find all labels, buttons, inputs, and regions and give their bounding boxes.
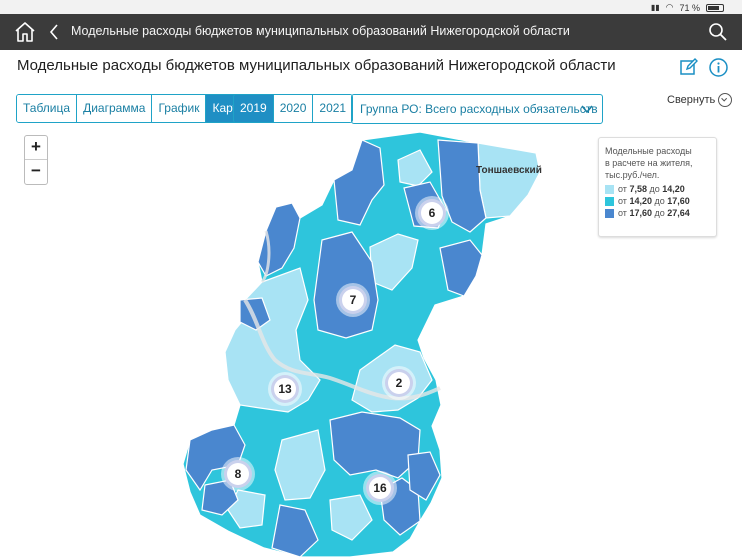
cluster-marker[interactable]: 7 <box>339 286 367 314</box>
back-icon[interactable] <box>48 23 60 41</box>
map-legend: Модельные расходы в расчете на жителя, т… <box>598 137 717 237</box>
zoom-in-button[interactable]: + <box>25 136 47 160</box>
year-2019[interactable]: 2019 <box>234 95 274 122</box>
district-south-dark-1 <box>329 411 421 479</box>
river-north <box>260 230 271 283</box>
legend-swatch <box>605 196 614 206</box>
info-icon[interactable] <box>709 58 728 77</box>
view-tabs: Таблица Диаграмма График Карта <box>16 94 252 123</box>
year-2020[interactable]: 2020 <box>273 95 314 122</box>
group-select[interactable]: Группа РО: Всего расходных обязательств <box>351 94 603 124</box>
district-ne-light-2 <box>397 149 433 187</box>
legend-swatch <box>605 208 614 218</box>
collapse-toggle[interactable]: Свернуть <box>667 93 733 107</box>
district-south-light-1 <box>274 429 326 501</box>
cluster-marker[interactable]: 13 <box>271 375 299 403</box>
tab-graph[interactable]: График <box>152 95 207 122</box>
cluster-marker[interactable]: 16 <box>366 474 394 502</box>
home-icon[interactable] <box>13 20 37 44</box>
legend-swatch <box>605 184 614 194</box>
cluster-marker[interactable]: 8 <box>224 460 252 488</box>
river <box>243 298 441 401</box>
edit-icon[interactable] <box>680 58 698 76</box>
district-northeast-light <box>477 142 541 219</box>
district-south-dark-5 <box>407 451 441 501</box>
year-2021[interactable]: 2021 <box>313 95 353 122</box>
topbar-title: Модельные расходы бюджетов муниципальных… <box>71 24 570 38</box>
cluster-marker[interactable]: 2 <box>385 369 413 397</box>
battery-icon <box>706 3 724 12</box>
zoom-out-button[interactable]: − <box>31 161 41 180</box>
legend-row: от 17,60 до 27,64 <box>605 207 710 219</box>
collapse-label: Свернуть <box>667 94 716 106</box>
district-east-dark <box>439 239 483 297</box>
page-title: Модельные расходы бюджетов муниципальных… <box>17 57 616 74</box>
district-label-tonshaevsky: Тоншаевский <box>476 165 542 176</box>
district-south-dark-3 <box>271 504 319 557</box>
district-northeast-dark <box>437 139 487 233</box>
wifi-icon: ◠ <box>665 2 674 12</box>
chevron-down-circle-icon <box>718 93 733 107</box>
legend-row: от 14,20 до 17,60 <box>605 195 710 207</box>
signal-icon: ▮▮ <box>650 3 660 12</box>
legend-title: Модельные расходы в расчете на жителя, т… <box>605 146 693 180</box>
top-bar: Модельные расходы бюджетов муниципальных… <box>0 14 742 50</box>
search-icon[interactable] <box>708 22 728 42</box>
tab-diagram[interactable]: Диаграмма <box>77 95 153 122</box>
district-north-dark <box>333 139 385 226</box>
district-center-dark <box>313 231 379 339</box>
chevron-down-icon <box>581 105 593 114</box>
year-tabs: 2019 2020 2021 <box>233 94 354 123</box>
legend-row: от 7,58 до 14,20 <box>605 183 710 195</box>
status-bar: ▮▮ ◠ 71 % <box>0 0 742 14</box>
battery-level: 71 % <box>679 2 700 13</box>
cluster-marker[interactable]: 6 <box>418 199 446 227</box>
district-south-light-3 <box>329 494 373 541</box>
tab-table[interactable]: Таблица <box>17 95 78 122</box>
zoom-controls: + − <box>24 135 48 185</box>
group-select-value: Группа РО: Всего расходных обязательств <box>360 102 598 116</box>
